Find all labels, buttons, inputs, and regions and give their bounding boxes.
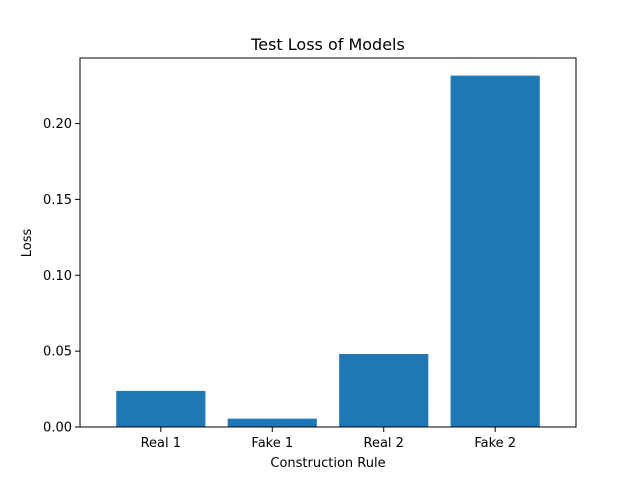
y-tick-label: 0.15 [43, 193, 72, 208]
x-axis-label: Construction Rule [270, 456, 385, 471]
y-axis-label: Loss [20, 229, 35, 258]
x-tick-label: Real 1 [141, 436, 181, 451]
x-tick-label: Real 2 [364, 436, 404, 451]
y-axis-ticks: 0.00 0.05 0.10 0.15 0.20 [43, 117, 80, 436]
y-tick-label: 0.05 [43, 345, 72, 360]
bar-real-1 [116, 390, 206, 427]
y-tick-label: 0.00 [43, 421, 72, 436]
y-tick-label: 0.20 [43, 117, 72, 132]
x-tick-label: Fake 1 [251, 436, 293, 451]
chart-title: Test Loss of Models [250, 35, 405, 54]
bars-group [116, 75, 540, 427]
bar-fake-1 [227, 418, 317, 427]
bar-fake-2 [450, 75, 540, 427]
bar-real-2 [339, 354, 429, 427]
x-tick-label: Fake 2 [474, 436, 516, 451]
plot-frame [79, 57, 577, 428]
x-axis-ticks: Real 1 Fake 1 Real 2 Fake 2 [141, 427, 516, 451]
y-tick-label: 0.10 [43, 269, 72, 284]
